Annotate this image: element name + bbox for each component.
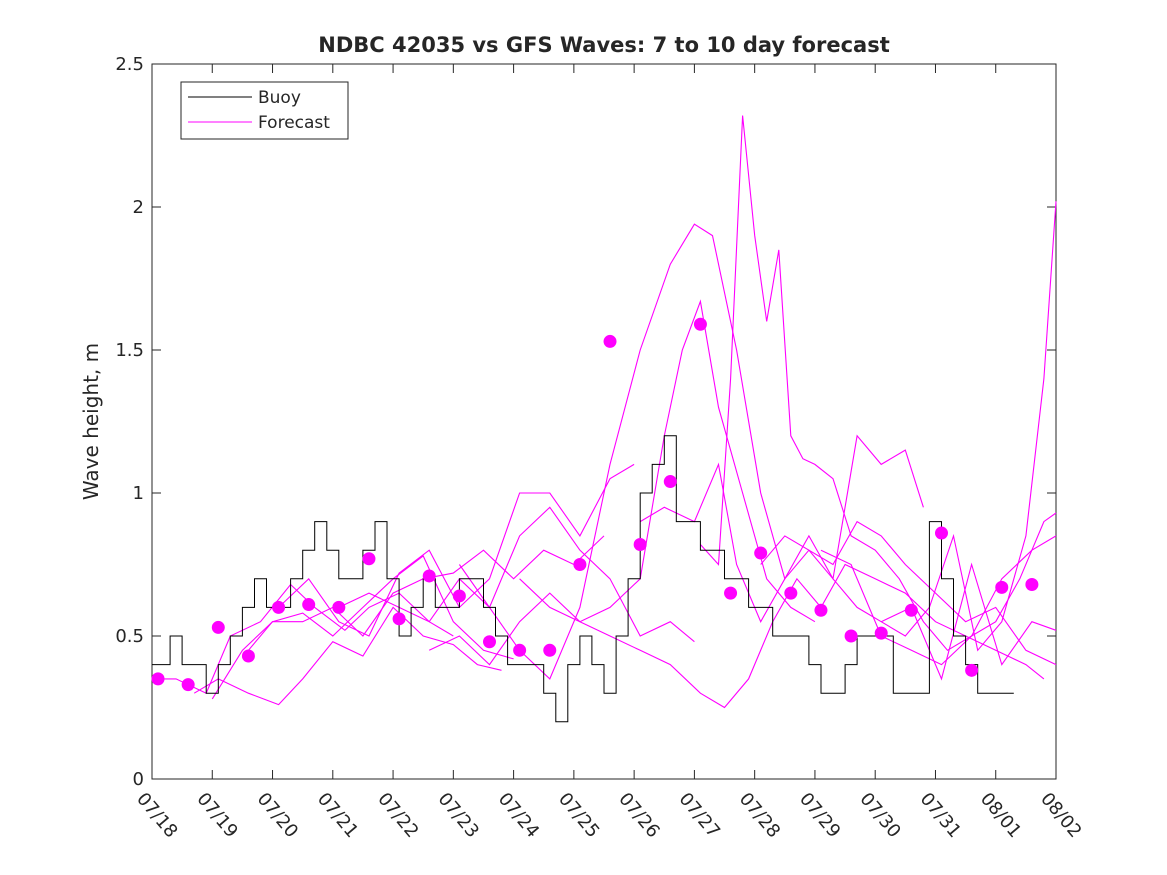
legend-entry-buoy: Buoy xyxy=(258,88,301,108)
forecast-marker xyxy=(693,317,707,331)
y-tick-label: 1.5 xyxy=(115,340,144,361)
forecast-marker xyxy=(422,569,436,583)
forecast-marker xyxy=(844,629,858,643)
x-tick-label: 07/24 xyxy=(494,789,543,842)
forecast-marker xyxy=(482,635,496,649)
legend: Buoy Forecast xyxy=(180,81,349,140)
forecast-marker xyxy=(452,589,466,603)
forecast-marker xyxy=(1025,578,1039,592)
forecast-line-8 xyxy=(458,223,924,680)
forecast-line-13 xyxy=(820,535,1057,666)
forecast-line-11 xyxy=(699,115,1057,652)
x-tick-label: 08/01 xyxy=(976,789,1025,842)
forecast-marker xyxy=(754,546,768,560)
x-tick-label: 07/23 xyxy=(434,789,483,842)
buoy-line xyxy=(152,435,1014,723)
x-tick-label: 07/28 xyxy=(735,789,784,842)
forecast-marker xyxy=(934,526,948,540)
x-tick-label: 07/29 xyxy=(795,789,844,842)
forecast-marker xyxy=(573,558,587,571)
legend-entry-forecast: Forecast xyxy=(258,113,330,133)
forecast-marker xyxy=(814,603,828,617)
x-tick-label: 07/31 xyxy=(916,789,965,842)
plot-frame xyxy=(151,63,1057,780)
forecast-marker xyxy=(724,586,738,600)
forecast-line-2 xyxy=(193,606,502,706)
forecast-line-10 xyxy=(639,462,1057,666)
forecast-marker xyxy=(874,626,888,640)
forecast-marker xyxy=(302,598,316,612)
y-tick-label: 0 xyxy=(133,769,144,790)
x-tick-label: 08/02 xyxy=(1036,789,1085,842)
y-axis-ticks: 0 0.5 1 1.5 2 2.5 xyxy=(115,54,1056,790)
plot-area xyxy=(151,63,1057,780)
legend-box xyxy=(180,81,349,140)
forecast-marker xyxy=(272,600,286,614)
forecast-marker xyxy=(904,603,918,617)
x-tick-label: 07/21 xyxy=(313,789,362,842)
forecast-marker xyxy=(543,643,557,657)
forecast-line-7 xyxy=(428,299,816,666)
buoy-series-group xyxy=(152,435,1014,723)
x-tick-label: 07/20 xyxy=(253,789,302,842)
forecast-marker xyxy=(332,600,346,614)
forecast-marker xyxy=(513,643,527,657)
forecast-marker xyxy=(663,475,677,489)
forecast-line-9 xyxy=(519,563,1045,709)
y-axis-label: Wave height, m xyxy=(79,343,103,500)
forecast-markers-group xyxy=(151,317,1039,692)
x-tick-label: 07/27 xyxy=(675,789,724,842)
forecast-marker xyxy=(151,672,165,686)
forecast-marker xyxy=(995,580,1009,594)
forecast-marker xyxy=(241,649,255,663)
x-tick-label: 07/30 xyxy=(855,789,904,842)
x-tick-label: 07/22 xyxy=(373,789,422,842)
x-tick-label: 07/26 xyxy=(614,789,663,842)
forecast-line-1 xyxy=(152,583,454,694)
x-tick-label: 07/25 xyxy=(554,789,603,842)
forecast-marker xyxy=(362,552,376,566)
forecast-marker xyxy=(392,612,406,626)
y-tick-label: 0.5 xyxy=(115,626,144,647)
y-tick-label: 2 xyxy=(133,197,144,218)
x-tick-label: 07/18 xyxy=(132,789,181,842)
forecast-marker xyxy=(603,334,617,348)
y-tick-label: 1 xyxy=(133,483,144,504)
forecast-line-3 xyxy=(211,555,514,700)
chart-title: NDBC 42035 vs GFS Waves: 7 to 10 day for… xyxy=(318,33,889,57)
forecast-marker xyxy=(633,537,647,551)
forecast-series-group xyxy=(152,115,1057,709)
forecast-marker xyxy=(784,586,798,600)
forecast-marker xyxy=(965,663,979,677)
y-tick-label: 2.5 xyxy=(115,54,144,75)
forecast-marker xyxy=(211,620,225,634)
x-tick-label: 07/19 xyxy=(192,789,241,842)
forecast-marker xyxy=(181,678,195,692)
